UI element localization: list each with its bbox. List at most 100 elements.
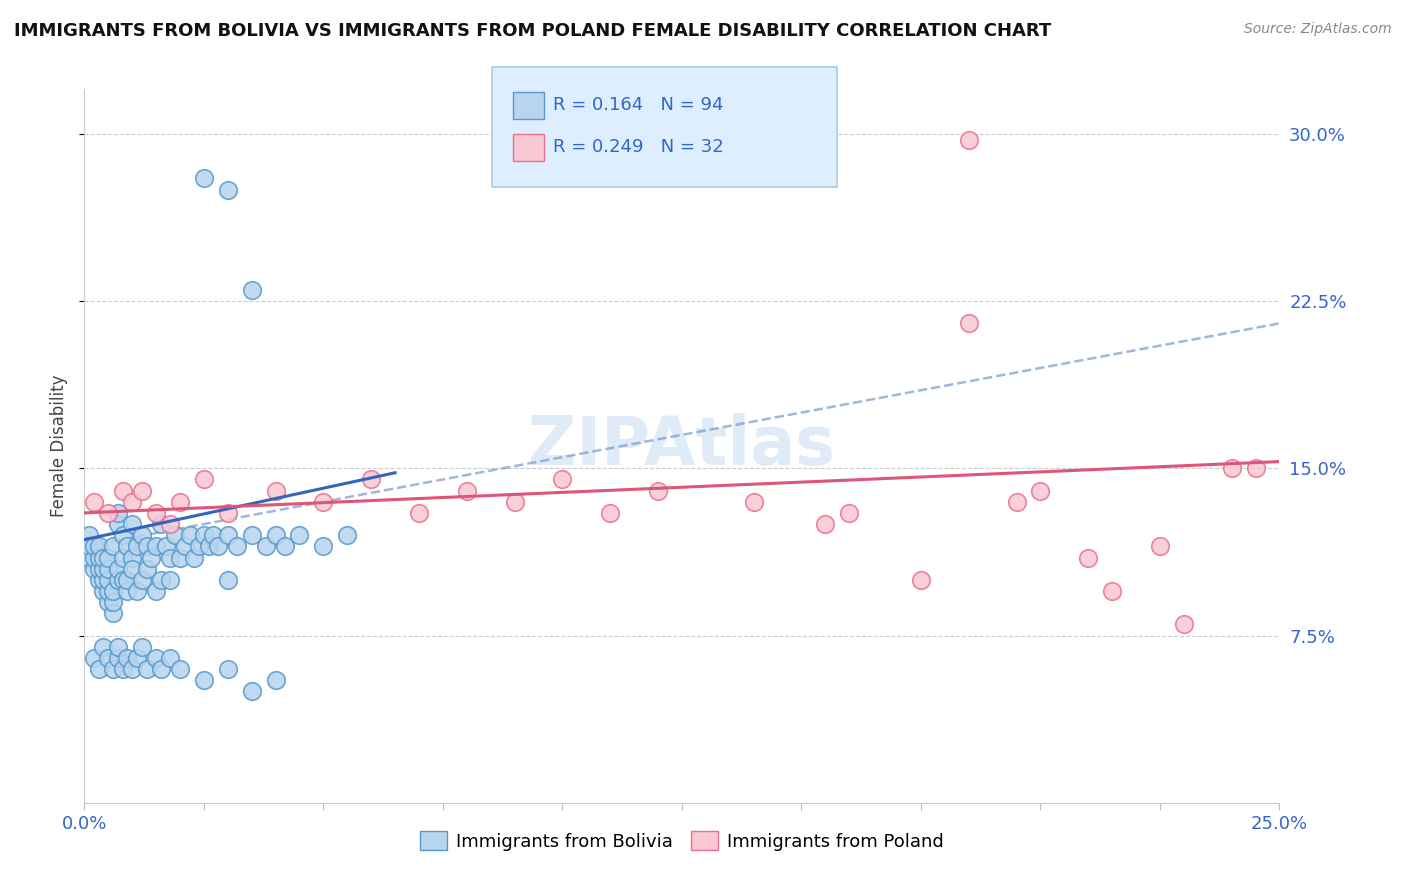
Point	[97, 573, 120, 587]
Point	[111, 528, 134, 542]
Point	[240, 684, 263, 698]
Point	[97, 506, 120, 520]
Text: R = 0.249   N = 32: R = 0.249 N = 32	[553, 138, 723, 156]
Point	[202, 528, 225, 542]
Point	[240, 283, 263, 297]
Point	[93, 583, 115, 598]
Point	[77, 539, 100, 553]
Point	[288, 528, 311, 542]
Point	[551, 473, 574, 487]
Point	[97, 595, 120, 609]
Point	[217, 506, 239, 520]
Point	[97, 651, 120, 665]
Point	[217, 573, 239, 587]
Point	[188, 539, 211, 553]
Point	[131, 573, 153, 587]
Point	[1244, 461, 1267, 475]
Point	[87, 662, 110, 676]
Point	[131, 483, 153, 498]
Point	[1220, 461, 1243, 475]
Point	[599, 506, 621, 520]
Point	[647, 483, 669, 498]
Point	[121, 662, 143, 676]
Point	[264, 673, 287, 687]
Point	[121, 494, 143, 508]
Point	[1149, 539, 1171, 553]
Point	[83, 651, 105, 665]
Point	[145, 506, 167, 520]
Point	[336, 528, 359, 542]
Point	[183, 550, 205, 565]
Point	[957, 133, 980, 147]
Point	[101, 583, 124, 598]
Point	[149, 516, 172, 531]
Point	[117, 573, 139, 587]
Point	[165, 528, 187, 542]
Point	[125, 539, 148, 553]
Point	[159, 651, 181, 665]
Point	[193, 528, 215, 542]
Point	[131, 528, 153, 542]
Point	[217, 528, 239, 542]
Point	[1005, 494, 1028, 508]
Point	[121, 562, 143, 576]
Point	[77, 550, 100, 565]
Point	[87, 539, 110, 553]
Point	[101, 595, 124, 609]
Point	[173, 539, 195, 553]
Point	[125, 583, 148, 598]
Point	[83, 539, 105, 553]
Point	[107, 640, 129, 654]
Point	[274, 539, 297, 553]
Point	[1173, 617, 1195, 632]
Point	[159, 573, 181, 587]
Point	[107, 651, 129, 665]
Point	[83, 550, 105, 565]
Text: R = 0.164   N = 94: R = 0.164 N = 94	[553, 96, 723, 114]
Point	[145, 539, 167, 553]
Point	[97, 583, 120, 598]
Point	[97, 562, 120, 576]
Point	[159, 550, 181, 565]
Point	[101, 662, 124, 676]
Point	[217, 662, 239, 676]
Point	[93, 562, 115, 576]
Point	[135, 539, 157, 553]
Point	[111, 483, 134, 498]
Point	[107, 506, 129, 520]
Point	[957, 316, 980, 330]
Point	[93, 573, 115, 587]
Point	[207, 539, 229, 553]
Point	[87, 562, 110, 576]
Point	[149, 573, 172, 587]
Point	[1029, 483, 1052, 498]
Point	[226, 539, 249, 553]
Point	[87, 550, 110, 565]
Point	[117, 651, 139, 665]
Point	[193, 473, 215, 487]
Point	[312, 494, 335, 508]
Legend: Immigrants from Bolivia, Immigrants from Poland: Immigrants from Bolivia, Immigrants from…	[413, 824, 950, 858]
Point	[117, 583, 139, 598]
Text: Source: ZipAtlas.com: Source: ZipAtlas.com	[1244, 22, 1392, 37]
Point	[312, 539, 335, 553]
Point	[159, 516, 181, 531]
Point	[264, 528, 287, 542]
Point	[814, 516, 837, 531]
Point	[149, 662, 172, 676]
Point	[910, 573, 932, 587]
Point	[83, 494, 105, 508]
Point	[1101, 583, 1123, 598]
Point	[111, 550, 134, 565]
Point	[135, 662, 157, 676]
Point	[145, 651, 167, 665]
Point	[125, 651, 148, 665]
Point	[135, 562, 157, 576]
Point	[145, 583, 167, 598]
Point	[264, 483, 287, 498]
Point	[87, 573, 110, 587]
Point	[107, 562, 129, 576]
Y-axis label: Female Disability: Female Disability	[51, 375, 69, 517]
Point	[93, 640, 115, 654]
Point	[169, 494, 191, 508]
